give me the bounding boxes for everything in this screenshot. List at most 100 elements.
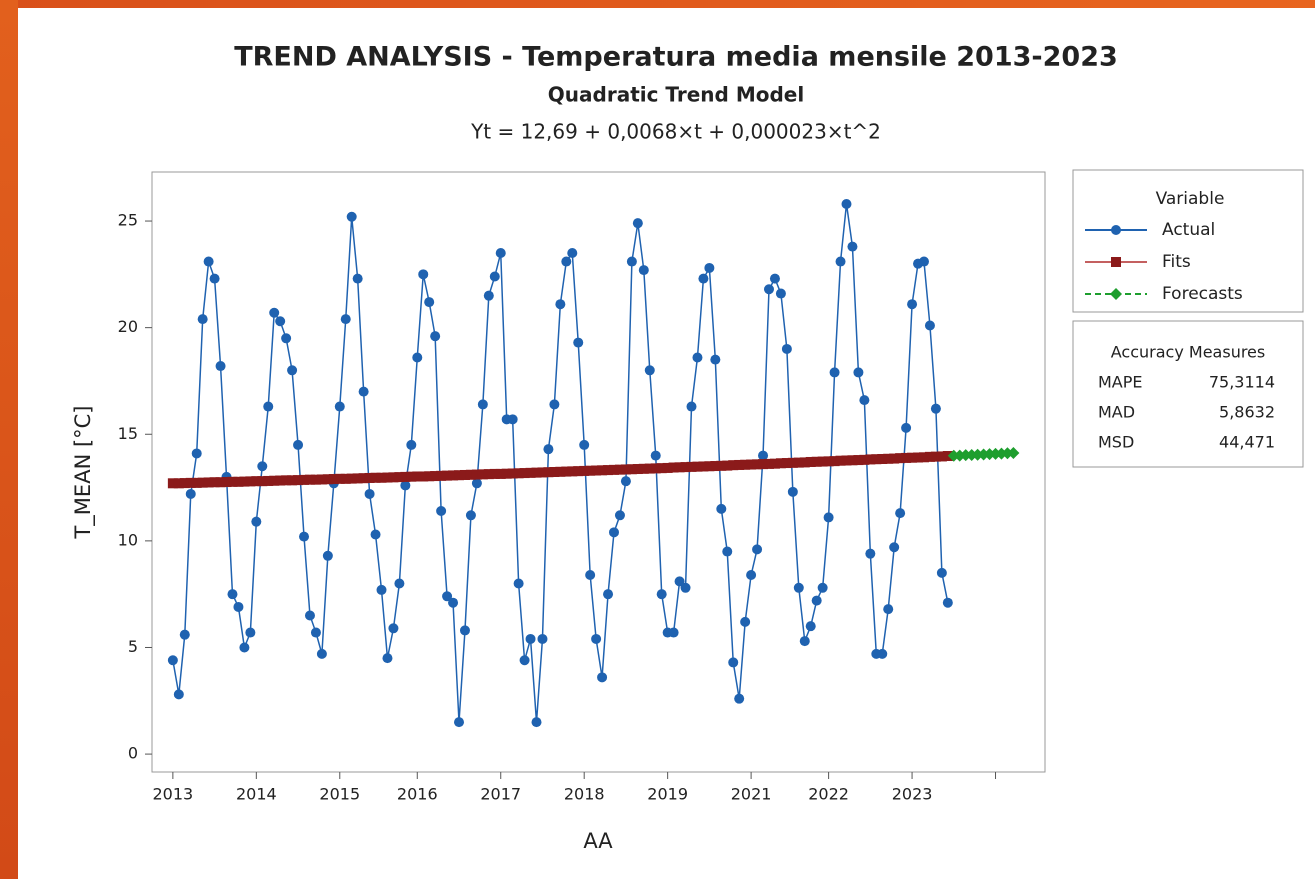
- data-point: [507, 414, 518, 425]
- data-point: [352, 273, 363, 284]
- x-axis-label: AA: [583, 829, 613, 853]
- data-point: [567, 466, 578, 477]
- data-point: [728, 460, 739, 471]
- data-point: [215, 361, 226, 372]
- data-point: [913, 452, 924, 463]
- data-point: [430, 471, 441, 482]
- data-point: [263, 475, 274, 486]
- data-point: [400, 471, 411, 482]
- data-point: [388, 623, 399, 634]
- data-point: [376, 584, 387, 595]
- data-point: [251, 476, 262, 487]
- data-point: [614, 510, 625, 521]
- data-point: [758, 450, 769, 461]
- data-point: [448, 597, 459, 608]
- y-tick-label: 10: [118, 530, 138, 549]
- data-point: [692, 461, 703, 472]
- data-point: [370, 472, 381, 483]
- data-point: [728, 657, 739, 668]
- data-point: [459, 469, 470, 480]
- data-point: [585, 465, 596, 476]
- data-point: [734, 459, 745, 470]
- data-point: [698, 461, 709, 472]
- data-point: [519, 468, 530, 479]
- data-point: [734, 693, 745, 704]
- data-point: [746, 569, 757, 580]
- data-point: [674, 462, 685, 473]
- data-point: [287, 475, 298, 486]
- data-point: [465, 469, 476, 480]
- x-tick-label: 2013: [153, 785, 194, 804]
- data-point: [436, 470, 447, 481]
- data-point: [626, 256, 637, 267]
- data-point: [853, 455, 864, 466]
- data-point: [758, 459, 769, 470]
- data-point: [620, 476, 631, 487]
- x-tick-label: 2014: [236, 785, 277, 804]
- data-point: [293, 439, 304, 450]
- accuracy-title: Accuracy Measures: [1111, 343, 1265, 362]
- data-point: [585, 569, 596, 580]
- x-tick-label: 2023: [892, 785, 933, 804]
- data-point: [299, 531, 310, 542]
- data-point: [424, 471, 435, 482]
- data-point: [263, 401, 274, 412]
- data-point: [614, 464, 625, 475]
- data-point: [799, 636, 810, 647]
- data-point: [877, 453, 888, 464]
- data-point: [173, 689, 184, 700]
- data-point: [531, 467, 542, 478]
- accuracy-value: 44,471: [1219, 433, 1275, 452]
- data-point: [197, 477, 208, 488]
- data-point: [704, 461, 715, 472]
- data-point: [656, 463, 667, 474]
- data-point: [859, 454, 870, 465]
- data-point: [620, 464, 631, 475]
- data-point: [394, 578, 405, 589]
- data-point: [740, 616, 751, 627]
- data-point: [561, 466, 572, 477]
- data-point: [626, 464, 637, 475]
- data-point: [865, 548, 876, 559]
- data-point: [769, 458, 780, 469]
- data-point: [346, 473, 357, 484]
- data-point: [668, 462, 679, 473]
- data-point: [275, 475, 286, 486]
- data-point: [310, 627, 321, 638]
- data-point: [442, 470, 453, 481]
- data-point: [644, 365, 655, 376]
- x-tick-label: 2015: [319, 785, 360, 804]
- data-point: [555, 299, 566, 310]
- data-point: [942, 451, 953, 462]
- data-point: [811, 595, 822, 606]
- data-point: [895, 453, 906, 464]
- data-point: [573, 337, 584, 348]
- data-point: [346, 211, 357, 222]
- data-point: [638, 265, 649, 276]
- data-point: [430, 331, 441, 342]
- data-point: [787, 457, 798, 468]
- data-point: [829, 456, 840, 467]
- accuracy-box: [1072, 320, 1304, 468]
- data-point: [579, 439, 590, 450]
- data-point: [304, 610, 315, 621]
- data-point: [459, 625, 470, 636]
- data-point: [543, 467, 554, 478]
- data-point: [454, 717, 465, 728]
- x-tick-label: 2018: [564, 785, 605, 804]
- data-point: [936, 567, 947, 578]
- data-point: [680, 582, 691, 593]
- data-point: [591, 465, 602, 476]
- data-point: [901, 422, 912, 433]
- data-point: [930, 451, 941, 462]
- data-point: [936, 451, 947, 462]
- data-point: [889, 453, 900, 464]
- data-point: [418, 269, 429, 280]
- data-point: [293, 475, 304, 486]
- data-point: [686, 401, 697, 412]
- data-point: [483, 290, 494, 301]
- data-point: [322, 474, 333, 485]
